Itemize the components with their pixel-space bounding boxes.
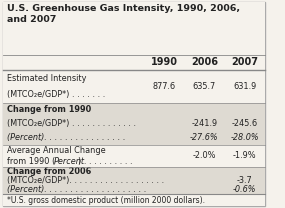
Text: Percent: Percent (54, 157, 84, 166)
Text: Average Annual Change: Average Annual Change (7, 146, 105, 155)
Text: 2006: 2006 (191, 57, 218, 67)
FancyBboxPatch shape (3, 2, 264, 206)
Text: -241.9: -241.9 (191, 119, 217, 128)
Text: *U.S. gross domestic product (million 2000 dollars).: *U.S. gross domestic product (million 20… (7, 196, 205, 205)
Text: U.S. Greenhouse Gas Intensity, 1990, 2006,
and 2007: U.S. Greenhouse Gas Intensity, 1990, 200… (7, 4, 240, 24)
Text: from 1990 (: from 1990 ( (7, 157, 55, 166)
Text: 631.9: 631.9 (233, 82, 256, 91)
Bar (3, 103, 264, 145)
Text: 877.6: 877.6 (153, 82, 176, 91)
Text: ) . . . . . . . . . .: ) . . . . . . . . . . (78, 157, 133, 166)
Bar (3, 167, 264, 194)
Text: -1.9%: -1.9% (233, 151, 256, 160)
Text: -2.0%: -2.0% (193, 151, 216, 160)
Text: (MTCO₂e/GDP*) . . . . . . .: (MTCO₂e/GDP*) . . . . . . . (7, 90, 105, 99)
Text: -245.6: -245.6 (231, 119, 258, 128)
Text: -3.7: -3.7 (237, 176, 252, 186)
Text: (MTCO₂e/GDP*). . . . . . . . . . . . . . . . . . .: (MTCO₂e/GDP*). . . . . . . . . . . . . .… (7, 176, 164, 186)
Bar (3, 194, 264, 206)
Text: -27.6%: -27.6% (190, 132, 219, 142)
Text: Change from 2006: Change from 2006 (7, 167, 91, 176)
Text: Change from 1990: Change from 1990 (7, 105, 91, 114)
Bar (3, 2, 264, 55)
Text: (MTCO₂e/GDP*) . . . . . . . . . . . . .: (MTCO₂e/GDP*) . . . . . . . . . . . . . (7, 119, 136, 128)
Text: 2007: 2007 (231, 57, 258, 67)
Text: -28.0%: -28.0% (230, 132, 259, 142)
Text: -0.6%: -0.6% (233, 185, 256, 194)
Bar (3, 70, 264, 103)
Text: Estimated Intensity: Estimated Intensity (7, 74, 86, 83)
Text: (Percent). . . . . . . . . . . . . . . . . . . .: (Percent). . . . . . . . . . . . . . . .… (7, 185, 146, 194)
Text: (Percent). . . . . . . . . . . . . . . .: (Percent). . . . . . . . . . . . . . . . (7, 132, 125, 142)
Text: 635.7: 635.7 (193, 82, 216, 91)
Bar (3, 145, 264, 167)
Text: 1990: 1990 (151, 57, 178, 67)
Bar (3, 55, 264, 70)
